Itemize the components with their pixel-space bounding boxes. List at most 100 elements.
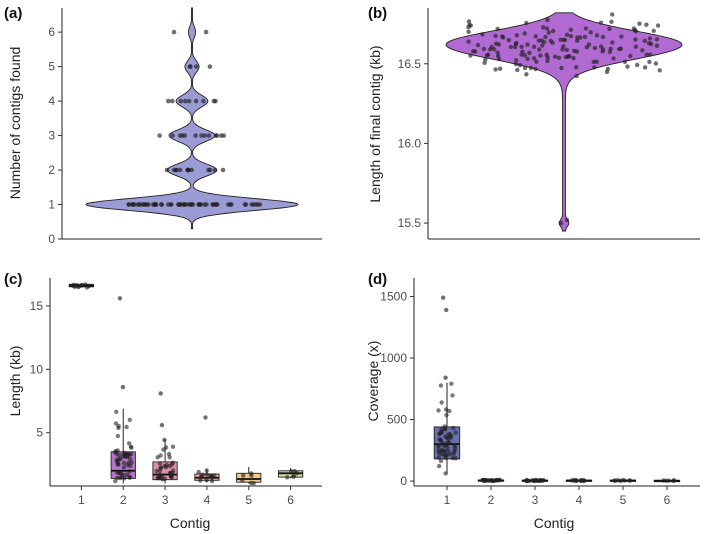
data-point-a [132,202,137,207]
data-point-a [257,202,263,207]
data-point-b [574,49,580,54]
data-point-c [204,468,209,473]
data-point-d [444,435,450,441]
data-point-a [171,29,177,35]
panel-label-b: (b) [368,5,387,22]
data-point-b [609,19,614,24]
data-point-b [485,52,491,57]
data-point-a [220,167,226,173]
data-point-a [196,202,201,207]
data-point-a [207,167,213,173]
data-point-b [524,20,529,26]
data-point-d [436,448,441,453]
y-axis-label-c: Length (kb) [7,346,23,417]
data-point-d [453,430,458,435]
data-point-c [125,454,130,459]
data-point-d [449,381,454,386]
panel-label-a: (a) [4,5,22,22]
data-point-b [571,56,576,61]
data-point-b [642,38,647,43]
data-point-b [533,34,538,39]
data-point-c [154,468,159,474]
data-point-a [188,64,193,69]
data-point-b [594,33,600,38]
data-point-d [453,456,458,461]
data-point-b [568,27,573,32]
data-point-b [550,40,555,45]
data-point-b [541,25,546,30]
data-point-c [196,469,201,475]
data-point-b [480,32,485,37]
data-point-d [538,478,543,483]
violin-b [445,12,683,232]
data-point-c [115,475,120,481]
data-point-d [442,426,448,432]
y-tick-label-a: 1 [48,198,55,212]
data-point-a [168,202,174,207]
data-point-b [562,37,568,43]
data-point-a [170,98,175,104]
data-point-a [185,167,191,173]
y-tick-label-c: 15 [30,299,44,313]
data-point-a [166,98,171,104]
data-point-a [202,133,207,138]
panel-b: (b) Length of final contig (kb) 15.5 16.0… [367,5,700,240]
data-point-b [519,44,524,49]
data-point-c [294,471,300,476]
y-axis-label-d: Coverage (x) [365,341,381,422]
data-point-a [201,98,206,104]
data-point-c [128,444,134,449]
data-point-c [128,457,133,462]
data-point-b [537,47,542,52]
y-tick-label-c: 10 [30,362,44,376]
data-point-c [112,449,118,455]
data-point-b [619,34,624,39]
data-point-d [437,437,442,442]
data-point-a [186,98,192,104]
y-tick-label-a: 0 [48,232,55,246]
data-point-a [151,202,156,207]
data-point-c [115,470,120,475]
data-point-d [451,425,456,431]
data-point-b [654,37,660,42]
data-point-d [436,408,441,413]
data-point-c [241,473,246,478]
data-point-b [640,48,645,53]
data-point-d [627,478,633,483]
data-point-a [225,202,231,207]
x-tick-label-d: 3 [532,493,539,507]
data-point-b [642,65,648,70]
data-point-b [546,30,552,35]
data-point-b [633,44,638,49]
panel-label-d: (d) [368,271,387,288]
data-point-b [647,36,653,41]
data-point-b [635,62,640,68]
x-tick-label-c: 5 [245,493,252,507]
data-point-b [655,23,661,28]
data-point-c [157,461,163,466]
data-point-b [483,57,488,62]
data-point-b [552,54,558,59]
data-point-c [162,463,167,469]
data-point-b [543,34,548,40]
data-point-b [466,39,471,44]
data-point-b [592,45,598,51]
x-tick-label-c: 6 [287,493,294,507]
data-point-c [289,469,294,474]
data-point-b [588,30,593,35]
data-point-a [214,133,219,138]
y-tick-label-b: 16.0 [398,136,422,150]
data-point-b [644,22,649,27]
data-point-c [248,480,254,486]
data-point-a [253,202,259,207]
data-point-b [574,73,579,79]
data-point-b [514,33,520,38]
outlier-point-c [159,422,165,428]
data-point-a [182,202,188,207]
data-point-b [600,47,606,52]
data-point-b [545,58,550,64]
y-tick-label-d: 1500 [380,289,407,303]
data-point-c [73,283,78,288]
data-point-b [531,44,537,49]
